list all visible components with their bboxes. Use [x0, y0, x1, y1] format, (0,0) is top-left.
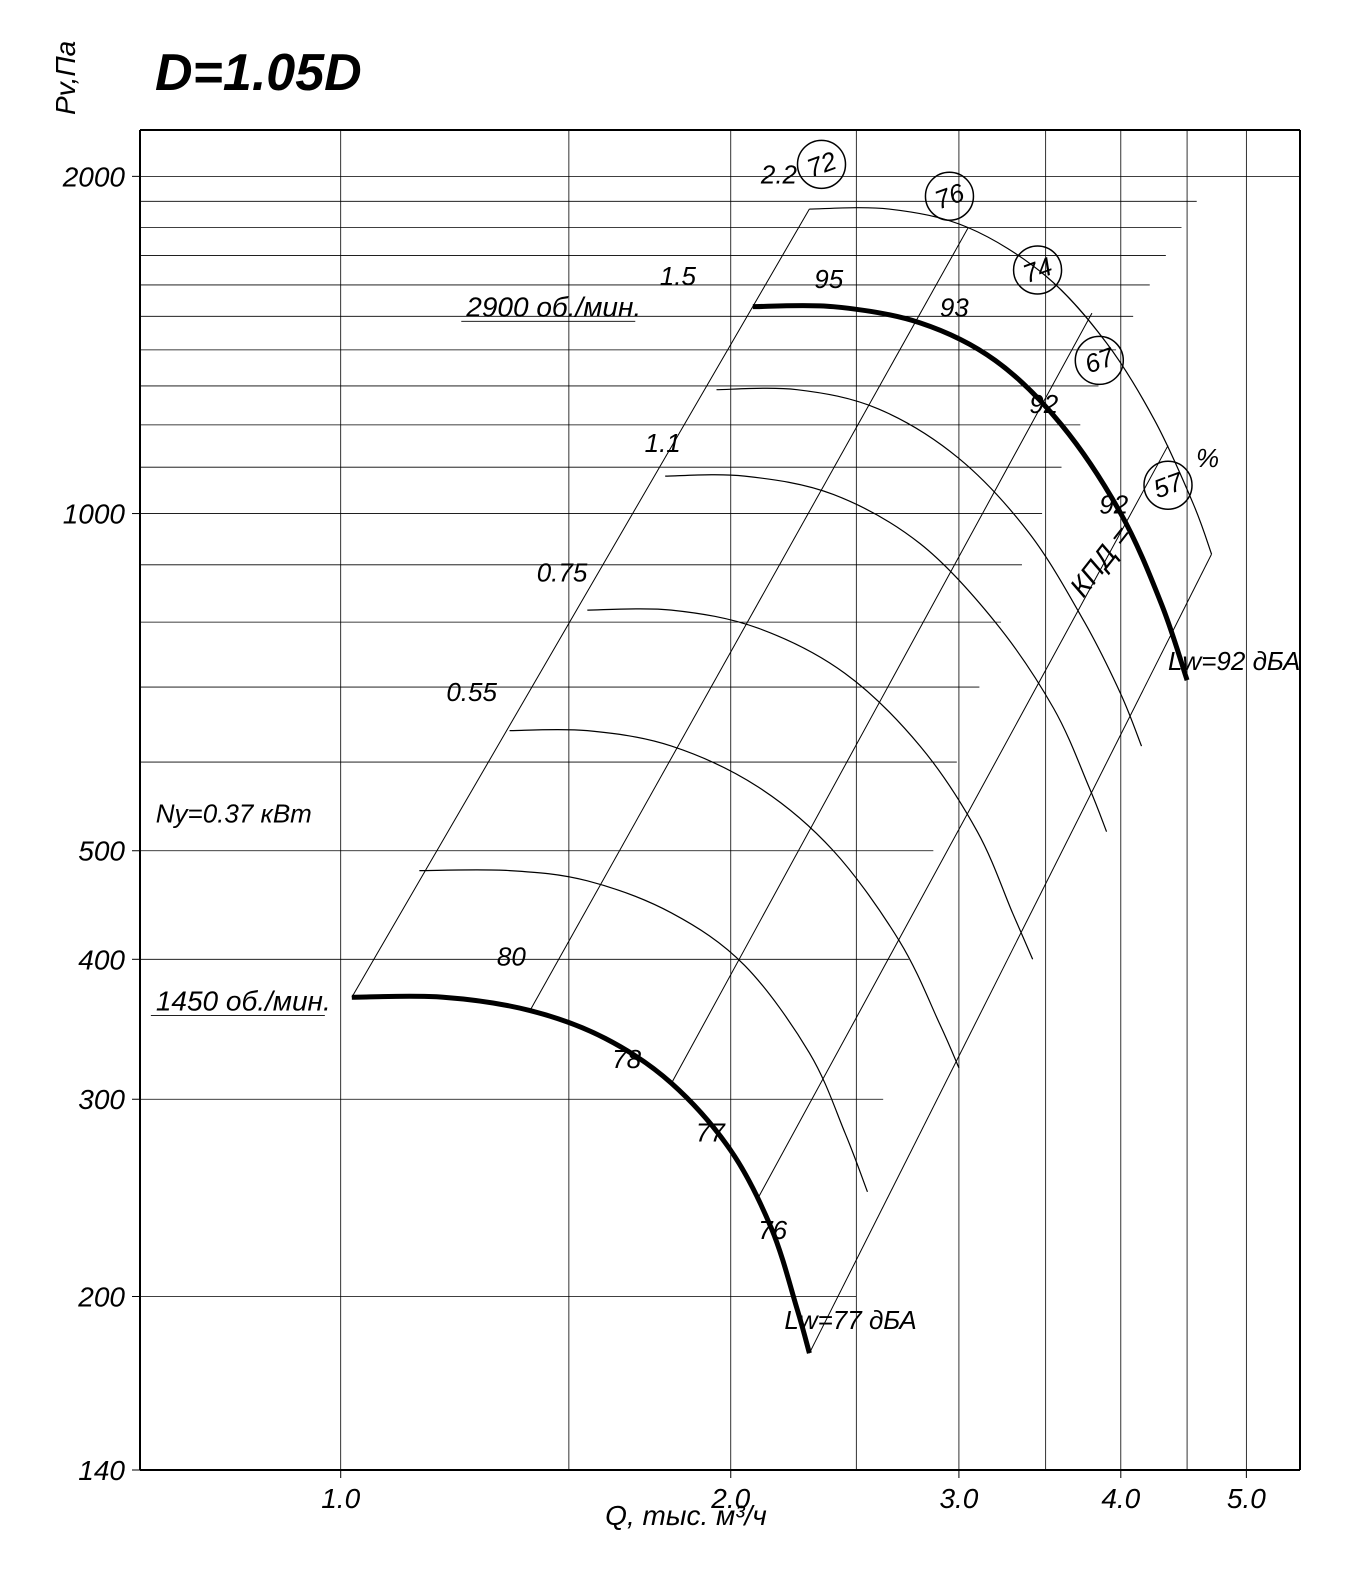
efficiency-lines [352, 209, 1212, 1353]
rpm-curve [587, 609, 1032, 960]
rpm-label: 2900 об./мин. [465, 291, 641, 322]
sound-label: 92 [1099, 490, 1128, 520]
efficiency-value: 57 [1149, 466, 1188, 505]
sound-label: Lw=77 дБА [784, 1305, 916, 1335]
x-axis-label: Q, тыс. м³/ч [605, 1500, 767, 1531]
x-tick-labels: 1.02.03.04.05.0 [321, 1470, 1266, 1514]
y-tick: 2000 [62, 161, 126, 192]
plot-area [140, 130, 1300, 1470]
sound-label: 77 [696, 1118, 726, 1148]
percent-sign: % [1196, 443, 1219, 473]
efficiency-value: 72 [803, 145, 841, 183]
rpm-curve [665, 475, 1106, 832]
power-label: 1.1 [645, 428, 681, 458]
chart-title: D=1.05D [155, 44, 362, 102]
power-label: Ny=0.37 кВт [156, 798, 312, 828]
y-tick: 300 [78, 1084, 125, 1115]
power-label: 0.75 [537, 557, 588, 587]
sound-label: 95 [814, 264, 843, 294]
sound-label: 92 [1029, 389, 1058, 419]
kpd-label: КПД = [1064, 520, 1138, 603]
y-tick: 400 [78, 944, 125, 975]
power-labels: Ny=0.37 кВт 0.55 0.75 1.1 1.5 2.2 [156, 160, 798, 829]
rpm-curve [419, 870, 867, 1192]
y-axis-label: Pv,Па [50, 41, 81, 115]
sound-label: Lw=92 дБА [1168, 646, 1300, 676]
efficiency-value: 76 [931, 177, 969, 215]
power-label: 1.5 [660, 261, 697, 291]
sound-label: 76 [758, 1215, 787, 1245]
x-tick: 3.0 [939, 1483, 978, 1514]
sound-label: 78 [612, 1044, 641, 1074]
power-label: 2.2 [760, 160, 798, 190]
y-tick: 500 [78, 836, 125, 867]
sound-label: 93 [940, 292, 969, 322]
x-tick: 4.0 [1101, 1483, 1140, 1514]
y-tick: 140 [78, 1455, 125, 1486]
x-tick: 5.0 [1227, 1483, 1266, 1514]
vertical-gridlines [341, 130, 1247, 1470]
y-tick: 200 [77, 1281, 125, 1312]
fan-performance-chart: D=1.05D Pv,Па 140 200 300 400 500 1000 2000 1.… [0, 0, 1358, 1578]
sound-label: 80 [497, 941, 526, 971]
rpm-label: 1450 об./мин. [156, 986, 331, 1017]
y-tick: 1000 [63, 499, 126, 530]
efficiency-value: 74 [1019, 251, 1056, 289]
efficiency-value: 67 [1081, 341, 1120, 380]
y-tick-labels: 140 200 300 400 500 1000 2000 [62, 161, 140, 1486]
rpm-curve [510, 730, 959, 1068]
x-tick: 1.0 [321, 1483, 360, 1514]
rpm-curve-main [352, 996, 810, 1353]
power-label: 0.55 [446, 677, 497, 707]
